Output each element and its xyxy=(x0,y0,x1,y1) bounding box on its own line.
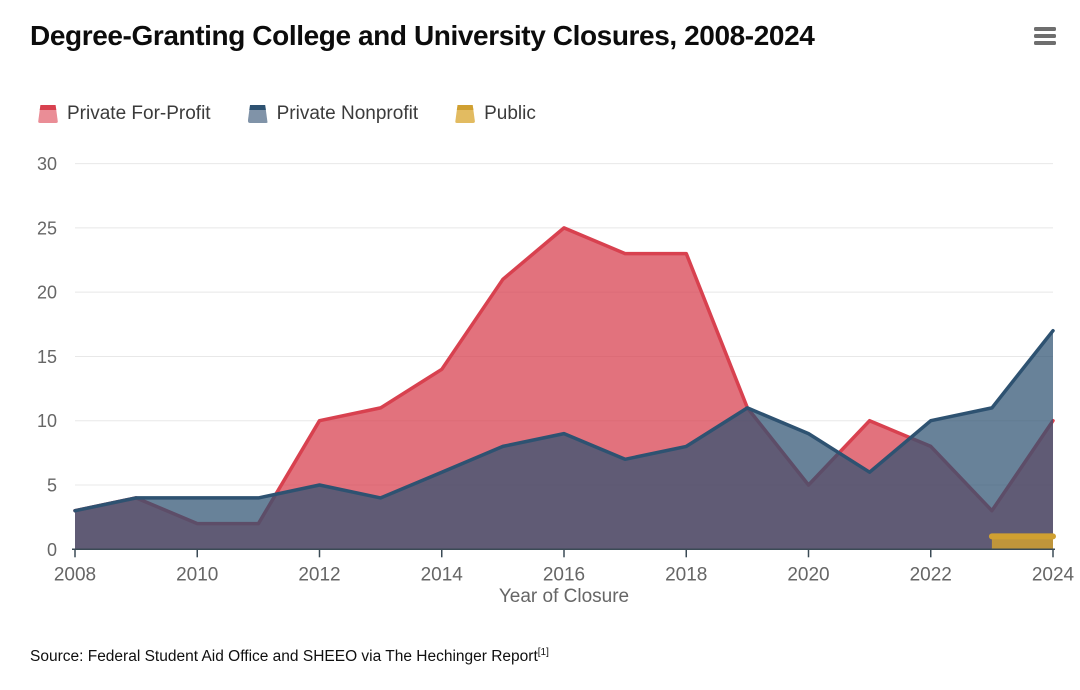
area-public xyxy=(991,536,1053,550)
area-swatch-icon xyxy=(455,105,476,123)
hamburger-bar xyxy=(1034,41,1056,45)
x-axis-tick-label: 2018 xyxy=(665,564,707,585)
axis-labels: 0 5 10 15 20 25 30 2008 2010 2012 2014 2016 2018 2020… xyxy=(37,154,1075,585)
series-areas xyxy=(73,226,1056,550)
x-axis-tick-label: 2010 xyxy=(176,564,218,585)
legend: Private For-Profit Private Nonprofit Pub… xyxy=(38,103,536,125)
y-axis-tick-label: 5 xyxy=(47,476,57,496)
hamburger-bar xyxy=(1034,34,1056,38)
source-attribution: Source: Federal Student Aid Office and S… xyxy=(30,647,549,666)
x-axis-tick-label: 2020 xyxy=(787,564,829,585)
legend-item-private-for-profit[interactable]: Private For-Profit xyxy=(38,103,211,125)
x-axis-title: Year of Closure xyxy=(499,586,629,607)
x-axis-tick-label: 2022 xyxy=(910,564,952,585)
y-axis-tick-label: 25 xyxy=(37,218,57,238)
source-text: Source: Federal Student Aid Office and S… xyxy=(30,648,538,666)
legend-label: Public xyxy=(484,103,536,124)
legend-label: Private Nonprofit xyxy=(276,103,419,124)
line-private-nonprofit xyxy=(73,328,1055,513)
x-axis-tick-label: 2024 xyxy=(1032,564,1075,585)
y-axis-tick-label: 20 xyxy=(37,283,57,303)
y-axis-tick-label: 0 xyxy=(47,540,57,560)
y-axis-tick-label: 15 xyxy=(37,347,57,367)
legend-item-public[interactable]: Public xyxy=(455,103,536,125)
area-swatch-icon xyxy=(38,105,58,123)
y-axis-tick-label: 10 xyxy=(37,411,57,431)
area-swatch-icon xyxy=(247,105,268,123)
y-axis-tick-label: 30 xyxy=(37,154,57,174)
page-title: Degree-Granting College and University C… xyxy=(30,20,815,51)
x-axis-tick-label: 2016 xyxy=(543,564,585,585)
legend-label: Private For-Profit xyxy=(67,103,211,124)
area-private-for-profit xyxy=(75,227,1053,550)
x-axis-tick-label: 2008 xyxy=(54,564,96,585)
hamburger-icon[interactable] xyxy=(1034,27,1056,45)
hamburger-bar xyxy=(1034,27,1056,31)
x-axis xyxy=(72,548,1055,558)
x-axis-tick-label: 2012 xyxy=(298,564,340,585)
legend-item-private-nonprofit[interactable]: Private Nonprofit xyxy=(247,103,419,125)
x-axis-tick-label: 2014 xyxy=(421,564,464,585)
closures-area-chart: 0 5 10 15 20 25 30 2008 2010 2012 2014 2016 2018 2020… xyxy=(37,154,1075,607)
footnote-ref: [1] xyxy=(537,647,549,658)
area-private-nonprofit xyxy=(75,330,1053,550)
